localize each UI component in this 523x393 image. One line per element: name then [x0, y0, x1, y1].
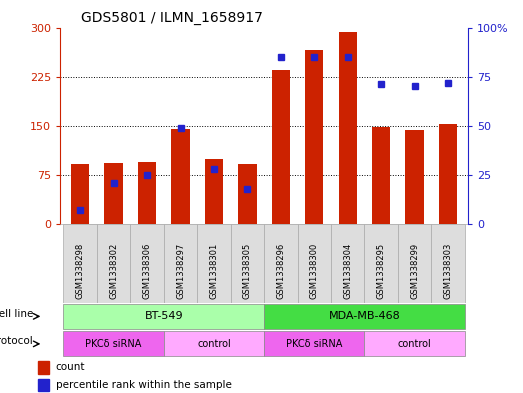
Bar [398, 224, 431, 303]
Bar [97, 224, 130, 303]
Bar [264, 331, 365, 356]
Text: control: control [397, 339, 431, 349]
Text: percentile rank within the sample: percentile rank within the sample [56, 380, 232, 390]
Text: BT-549: BT-549 [144, 311, 183, 321]
Bar [238, 164, 257, 224]
Bar [63, 304, 264, 329]
Bar [298, 224, 331, 303]
Text: GSM1338295: GSM1338295 [377, 242, 385, 299]
Text: GSM1338300: GSM1338300 [310, 242, 319, 299]
Text: GSM1338296: GSM1338296 [276, 242, 286, 299]
Text: control: control [197, 339, 231, 349]
Bar [439, 124, 457, 224]
Bar [172, 129, 190, 224]
Text: GSM1338304: GSM1338304 [343, 242, 352, 299]
Bar [365, 224, 398, 303]
Bar [38, 361, 49, 373]
Bar [264, 224, 298, 303]
Text: GSM1338305: GSM1338305 [243, 242, 252, 299]
Text: PKCδ siRNA: PKCδ siRNA [85, 339, 142, 349]
Text: GSM1338301: GSM1338301 [209, 242, 219, 299]
Bar [264, 304, 465, 329]
Bar [365, 331, 465, 356]
Bar [405, 130, 424, 224]
Text: GDS5801 / ILMN_1658917: GDS5801 / ILMN_1658917 [81, 11, 263, 25]
Bar [105, 163, 123, 224]
Text: GSM1338306: GSM1338306 [143, 242, 152, 299]
Text: GSM1338299: GSM1338299 [410, 242, 419, 299]
Bar [38, 379, 49, 391]
Text: GSM1338303: GSM1338303 [444, 242, 452, 299]
Text: cell line: cell line [0, 309, 33, 319]
Bar [431, 224, 465, 303]
Bar [63, 331, 164, 356]
Bar [71, 164, 89, 224]
Bar [197, 224, 231, 303]
Bar [271, 70, 290, 224]
Bar [63, 224, 97, 303]
Bar [231, 224, 264, 303]
Bar [164, 331, 264, 356]
Text: GSM1338297: GSM1338297 [176, 242, 185, 299]
Bar [305, 50, 323, 224]
Text: MDA-MB-468: MDA-MB-468 [328, 311, 400, 321]
Bar [331, 224, 365, 303]
Text: count: count [56, 362, 85, 372]
Text: protocol: protocol [0, 336, 33, 346]
Bar [338, 32, 357, 224]
Bar [138, 162, 156, 224]
Text: GSM1338298: GSM1338298 [76, 242, 85, 299]
Text: GSM1338302: GSM1338302 [109, 242, 118, 299]
Bar [205, 158, 223, 224]
Text: PKCδ siRNA: PKCδ siRNA [286, 339, 343, 349]
Bar [164, 224, 197, 303]
Bar [372, 127, 390, 224]
Bar [130, 224, 164, 303]
